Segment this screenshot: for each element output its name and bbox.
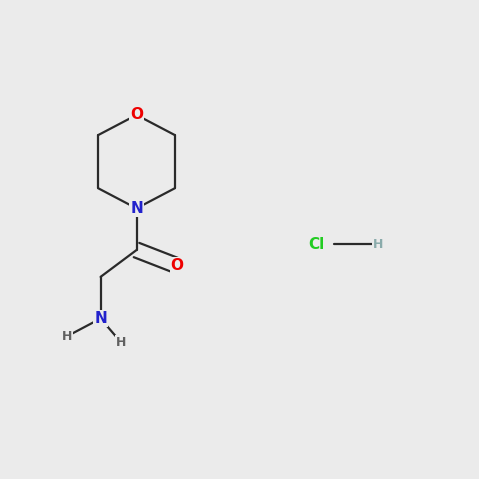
Text: H: H [373, 238, 384, 251]
Text: O: O [130, 107, 143, 123]
Text: O: O [171, 258, 184, 274]
Text: N: N [94, 311, 107, 326]
Text: N: N [130, 201, 143, 216]
Text: H: H [115, 335, 126, 349]
Text: H: H [62, 330, 72, 343]
Text: Cl: Cl [308, 237, 324, 252]
